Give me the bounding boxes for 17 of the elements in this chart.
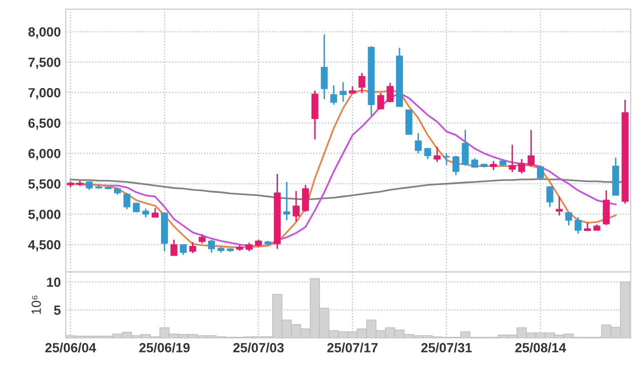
x-tick-label: 25/06/04 [45,342,96,353]
y-tick-label: 6,500 [28,118,60,130]
x-tick-label: 25/07/31 [421,342,472,353]
y-tick-label: 5 [54,306,61,315]
x-tick-label: 25/08/14 [515,342,566,353]
y-tick-label: 4,500 [28,240,60,252]
y-tick-label: 6,000 [28,148,60,160]
y-tick-label: 5,000 [28,210,60,221]
y-tick-label: 7,500 [28,58,60,69]
y-axis-title: 10⁶ [32,296,41,314]
x-tick-label: 25/06/19 [139,342,190,353]
x-tick-label: 25/07/03 [233,342,284,353]
y-tick-label: 8,000 [28,27,60,38]
y-tick-label: 5,500 [28,179,60,191]
y-tick-label: 7,000 [28,88,60,100]
y-tick-label: 10 [47,278,60,287]
x-tick-label: 25/07/17 [327,342,378,353]
